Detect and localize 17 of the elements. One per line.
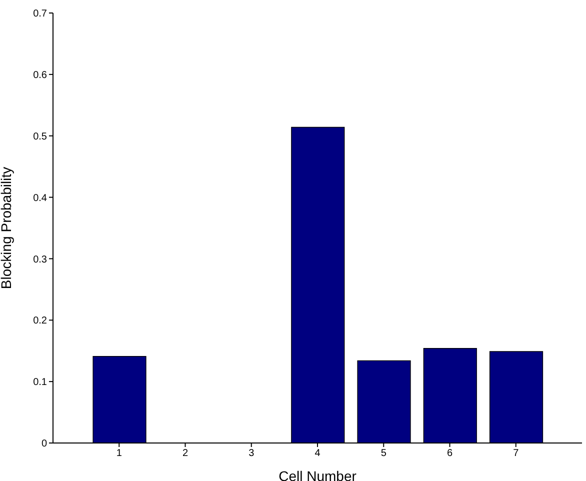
x-tick-label: 4 (314, 448, 321, 460)
x-tick-label: 7 (513, 448, 520, 460)
y-axis-title: Blocking Probability (0, 166, 14, 290)
x-tick-label: 2 (182, 448, 188, 460)
y-tick-label: 0.1 (33, 377, 48, 388)
y-tick-label: 0.7 (33, 8, 48, 20)
y-tick-label: 0.2 (33, 316, 48, 327)
x-axis-title: Cell Number (278, 468, 357, 481)
x-tick-label: 5 (380, 448, 387, 460)
y-tick-label: 0.6 (33, 70, 48, 81)
y-tick-label: 0.5 (33, 131, 48, 142)
x-tick-label: 1 (116, 448, 122, 460)
x-tick-label: 3 (248, 448, 255, 460)
y-tick-label: 0.3 (33, 254, 48, 266)
y-tick-label: 0 (41, 438, 48, 450)
y-tick-label: 0.4 (33, 192, 48, 204)
x-tick-label: 6 (446, 448, 453, 460)
